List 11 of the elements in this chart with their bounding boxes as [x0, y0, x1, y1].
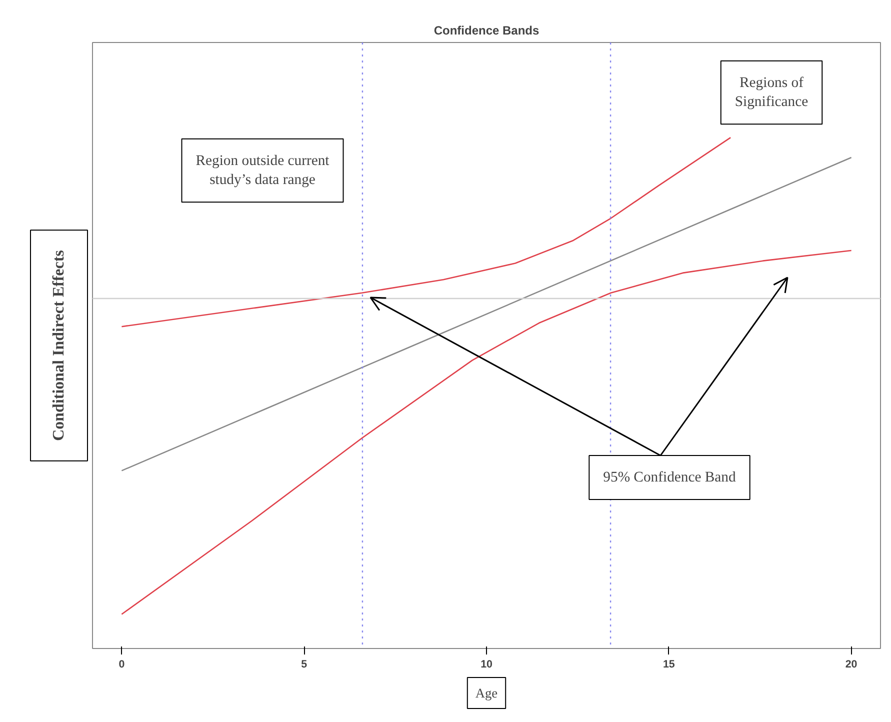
text: Regions of Significance: [734, 74, 808, 110]
annotation: Region outside current study’s data range: [196, 152, 330, 188]
annotation: 95% Confidence Band: [603, 470, 737, 486]
y-axis-title: Conditional Indirect Effects: [50, 250, 68, 441]
x-tick-label: 0: [118, 658, 125, 670]
x-tick-label: 20: [845, 658, 858, 670]
chart-title: Confidence Bands: [434, 24, 540, 38]
x-tick-label: 15: [662, 658, 675, 670]
x-tick-label: 5: [301, 658, 308, 670]
x-tick-label: 10: [480, 658, 492, 670]
x-axis-title: Age: [475, 686, 498, 700]
